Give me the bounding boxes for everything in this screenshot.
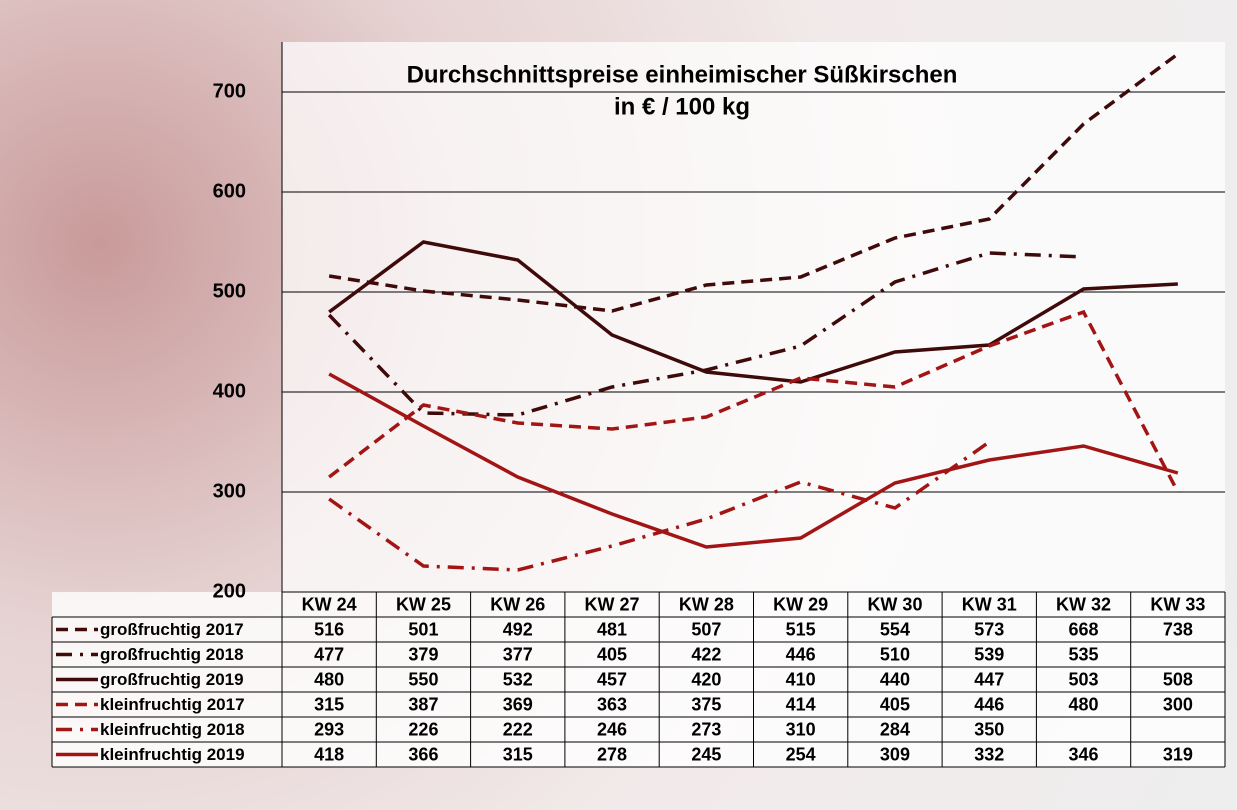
table-value: 254 (786, 744, 816, 764)
legend-label: großfruchtig 2019 (100, 670, 244, 689)
table-value: 310 (786, 719, 816, 739)
table-value: 284 (880, 719, 910, 739)
table-value: 414 (786, 694, 816, 714)
table-value: 446 (786, 644, 816, 664)
x-tick-label: KW 32 (1056, 594, 1111, 614)
x-tick-label: KW 24 (302, 594, 357, 614)
table-value: 501 (408, 619, 438, 639)
y-tick-label: 300 (213, 480, 246, 502)
table-value: 418 (314, 744, 344, 764)
table-value: 366 (408, 744, 438, 764)
y-tick-label: 400 (213, 380, 246, 402)
x-tick-label: KW 28 (679, 594, 734, 614)
x-tick-label: KW 29 (773, 594, 828, 614)
table-value: 573 (974, 619, 1004, 639)
table-value: 379 (408, 644, 438, 664)
table-value: 480 (1069, 694, 1099, 714)
legend-label: kleinfruchtig 2018 (100, 720, 245, 739)
table-value: 350 (974, 719, 1004, 739)
table-value: 246 (597, 719, 627, 739)
table-value: 375 (691, 694, 721, 714)
chart: Durchschnittspreise einheimischer Süßkir… (0, 0, 1237, 810)
table-value: 369 (503, 694, 533, 714)
table-value: 738 (1163, 619, 1193, 639)
table-value: 309 (880, 744, 910, 764)
x-tick-label: KW 27 (585, 594, 640, 614)
table-value: 668 (1069, 619, 1099, 639)
chart-subtitle: in € / 100 kg (614, 93, 750, 120)
table-value: 477 (314, 644, 344, 664)
table-value: 550 (408, 669, 438, 689)
table-value: 510 (880, 644, 910, 664)
x-tick-label: KW 31 (962, 594, 1017, 614)
y-tick-label: 200 (213, 580, 246, 602)
table-value: 377 (503, 644, 533, 664)
table-value: 503 (1069, 669, 1099, 689)
table-value: 420 (691, 669, 721, 689)
table-value: 363 (597, 694, 627, 714)
legend-label: großfruchtig 2017 (100, 620, 244, 639)
legend-label: großfruchtig 2018 (100, 645, 244, 664)
table-value: 532 (503, 669, 533, 689)
table-value: 410 (786, 669, 816, 689)
table-value: 222 (503, 719, 533, 739)
table-value: 447 (974, 669, 1004, 689)
legend-label: kleinfruchtig 2019 (100, 745, 245, 764)
table-value: 535 (1069, 644, 1099, 664)
table-value: 516 (314, 619, 344, 639)
table-value: 315 (314, 694, 344, 714)
legend-label: kleinfruchtig 2017 (100, 695, 245, 714)
table-value: 226 (408, 719, 438, 739)
table-value: 507 (691, 619, 721, 639)
table-value: 315 (503, 744, 533, 764)
table-value: 293 (314, 719, 344, 739)
table-value: 332 (974, 744, 1004, 764)
chart-title: Durchschnittspreise einheimischer Süßkir… (407, 61, 958, 88)
y-tick-label: 500 (213, 280, 246, 302)
table-value: 422 (691, 644, 721, 664)
table-value: 481 (597, 619, 627, 639)
table-value: 387 (408, 694, 438, 714)
y-tick-label: 700 (213, 80, 246, 102)
table-value: 508 (1163, 669, 1193, 689)
x-tick-label: KW 30 (867, 594, 922, 614)
table-value: 457 (597, 669, 627, 689)
table-value: 515 (786, 619, 816, 639)
table-value: 446 (974, 694, 1004, 714)
table-value: 346 (1069, 744, 1099, 764)
table-value: 492 (503, 619, 533, 639)
x-tick-label: KW 25 (396, 594, 451, 614)
table-value: 480 (314, 669, 344, 689)
y-tick-label: 600 (213, 180, 246, 202)
table-value: 405 (880, 694, 910, 714)
table-value: 554 (880, 619, 910, 639)
table-value: 245 (691, 744, 721, 764)
table-value: 440 (880, 669, 910, 689)
table-value: 539 (974, 644, 1004, 664)
table-value: 278 (597, 744, 627, 764)
x-tick-label: KW 33 (1150, 594, 1205, 614)
table-value: 300 (1163, 694, 1193, 714)
table-value: 319 (1163, 744, 1193, 764)
table-value: 405 (597, 644, 627, 664)
table-value: 273 (691, 719, 721, 739)
x-tick-label: KW 26 (490, 594, 545, 614)
